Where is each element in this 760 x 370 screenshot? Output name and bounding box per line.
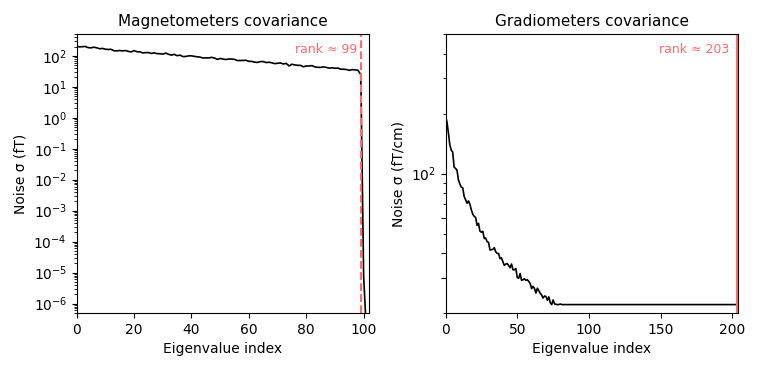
Title: Magnetometers covariance: Magnetometers covariance xyxy=(118,14,328,29)
Y-axis label: Noise σ (fT): Noise σ (fT) xyxy=(14,134,28,213)
Title: Gradiometers covariance: Gradiometers covariance xyxy=(495,14,689,29)
X-axis label: Eigenvalue index: Eigenvalue index xyxy=(163,342,283,356)
Text: rank ≈ 203: rank ≈ 203 xyxy=(659,43,730,56)
Text: rank ≈ 99: rank ≈ 99 xyxy=(296,43,358,56)
Y-axis label: Noise σ (fT/cm): Noise σ (fT/cm) xyxy=(391,121,405,226)
X-axis label: Eigenvalue index: Eigenvalue index xyxy=(532,342,651,356)
